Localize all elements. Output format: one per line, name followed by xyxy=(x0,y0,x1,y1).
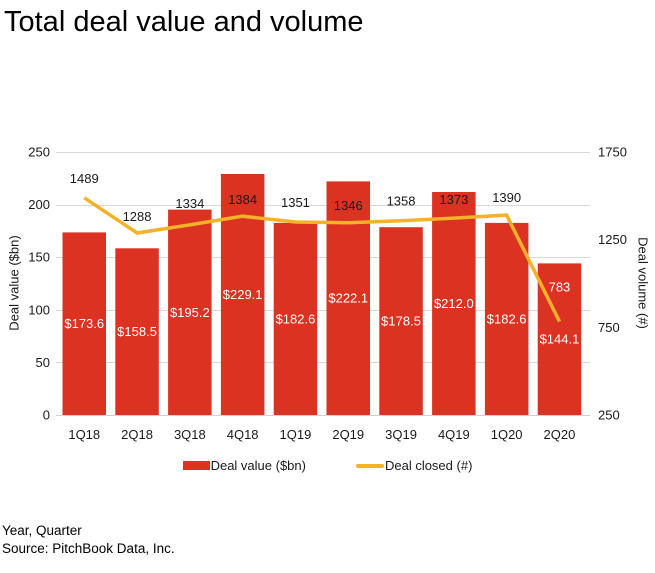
bar-1Q18 xyxy=(62,232,106,415)
left-axis-tick-label: 50 xyxy=(36,355,50,370)
legend-label-deal-closed: Deal closed (#) xyxy=(384,458,473,473)
bar-value-label: $195.2 xyxy=(170,305,210,320)
line-value-label: 783 xyxy=(549,280,571,295)
legend-item-deal-value: Deal value ($bn) xyxy=(182,458,306,473)
x-tick-label: 4Q19 xyxy=(438,427,470,442)
line-value-label: 1358 xyxy=(387,194,416,209)
left-axis-tick-label: 250 xyxy=(28,145,50,160)
line-value-label: 1288 xyxy=(123,209,152,224)
bar-2Q18 xyxy=(115,248,159,415)
line-value-label: 1351 xyxy=(281,195,310,210)
bar-1Q19 xyxy=(273,222,318,415)
x-tick-label: 3Q18 xyxy=(174,427,206,442)
x-tick-label: 1Q20 xyxy=(491,427,523,442)
bar-value-label: $229.1 xyxy=(223,287,263,302)
left-axis-tick-label: 0 xyxy=(43,408,50,423)
bar-3Q19 xyxy=(379,227,423,415)
line-value-label: 1489 xyxy=(70,171,99,186)
bar-value-label: $178.5 xyxy=(381,314,421,329)
line-value-label: 1390 xyxy=(492,190,521,205)
right-axis-tick-label: 1250 xyxy=(598,232,627,247)
source-caption: Source: PitchBook Data, Inc. xyxy=(2,540,175,556)
line-value-label: 1373 xyxy=(439,192,468,207)
x-tick-label: 1Q19 xyxy=(280,427,312,442)
legend-line-swatch-icon xyxy=(355,463,384,468)
line-value-label: 1346 xyxy=(334,198,363,213)
left-axis-tick-label: 150 xyxy=(28,250,50,265)
bar-value-label: $212.0 xyxy=(434,296,474,311)
x-tick-label: 2Q20 xyxy=(544,427,576,442)
bar-value-label: $182.6 xyxy=(487,312,527,327)
line-value-label: 1334 xyxy=(175,196,204,211)
chart-title: Total deal value and volume xyxy=(4,6,364,38)
bar-4Q19 xyxy=(432,192,476,415)
legend-label-deal-value: Deal value ($bn) xyxy=(210,458,306,473)
legend-item-deal-closed: Deal closed (#) xyxy=(355,458,473,473)
bar-3Q18 xyxy=(168,209,212,415)
bar-2Q19 xyxy=(326,181,370,415)
line-value-label: 1384 xyxy=(228,192,257,207)
right-axis-tick-label: 750 xyxy=(598,320,620,335)
bar-1Q20 xyxy=(484,222,529,415)
legend-bar-swatch-icon xyxy=(182,461,210,470)
bar-value-label: $144.1 xyxy=(540,332,580,347)
xaxis-caption: Year, Quarter xyxy=(2,523,82,538)
right-axis-tick-label: 250 xyxy=(598,408,620,423)
x-tick-label: 4Q18 xyxy=(227,427,259,442)
bar-value-label: $158.5 xyxy=(117,324,157,339)
x-tick-label: 2Q19 xyxy=(332,427,364,442)
deal-closed-line xyxy=(83,196,562,323)
legend: Deal value ($bn) Deal closed (#) xyxy=(0,458,655,473)
bar-value-label: $173.6 xyxy=(64,316,104,331)
chart-footer: Year, Quarter Source: PitchBook Data, In… xyxy=(2,522,175,557)
right-axis-tick-label: 1750 xyxy=(598,145,627,160)
left-axis-tick-label: 200 xyxy=(28,197,50,212)
x-tick-label: 1Q18 xyxy=(68,427,100,442)
x-tick-label: 2Q18 xyxy=(121,427,153,442)
bar-4Q18 xyxy=(220,174,265,415)
bar-value-label: $182.6 xyxy=(276,312,316,327)
left-axis-tick-label: 100 xyxy=(28,302,50,317)
x-tick-label: 3Q19 xyxy=(385,427,417,442)
bar-value-label: $222.1 xyxy=(328,291,368,306)
